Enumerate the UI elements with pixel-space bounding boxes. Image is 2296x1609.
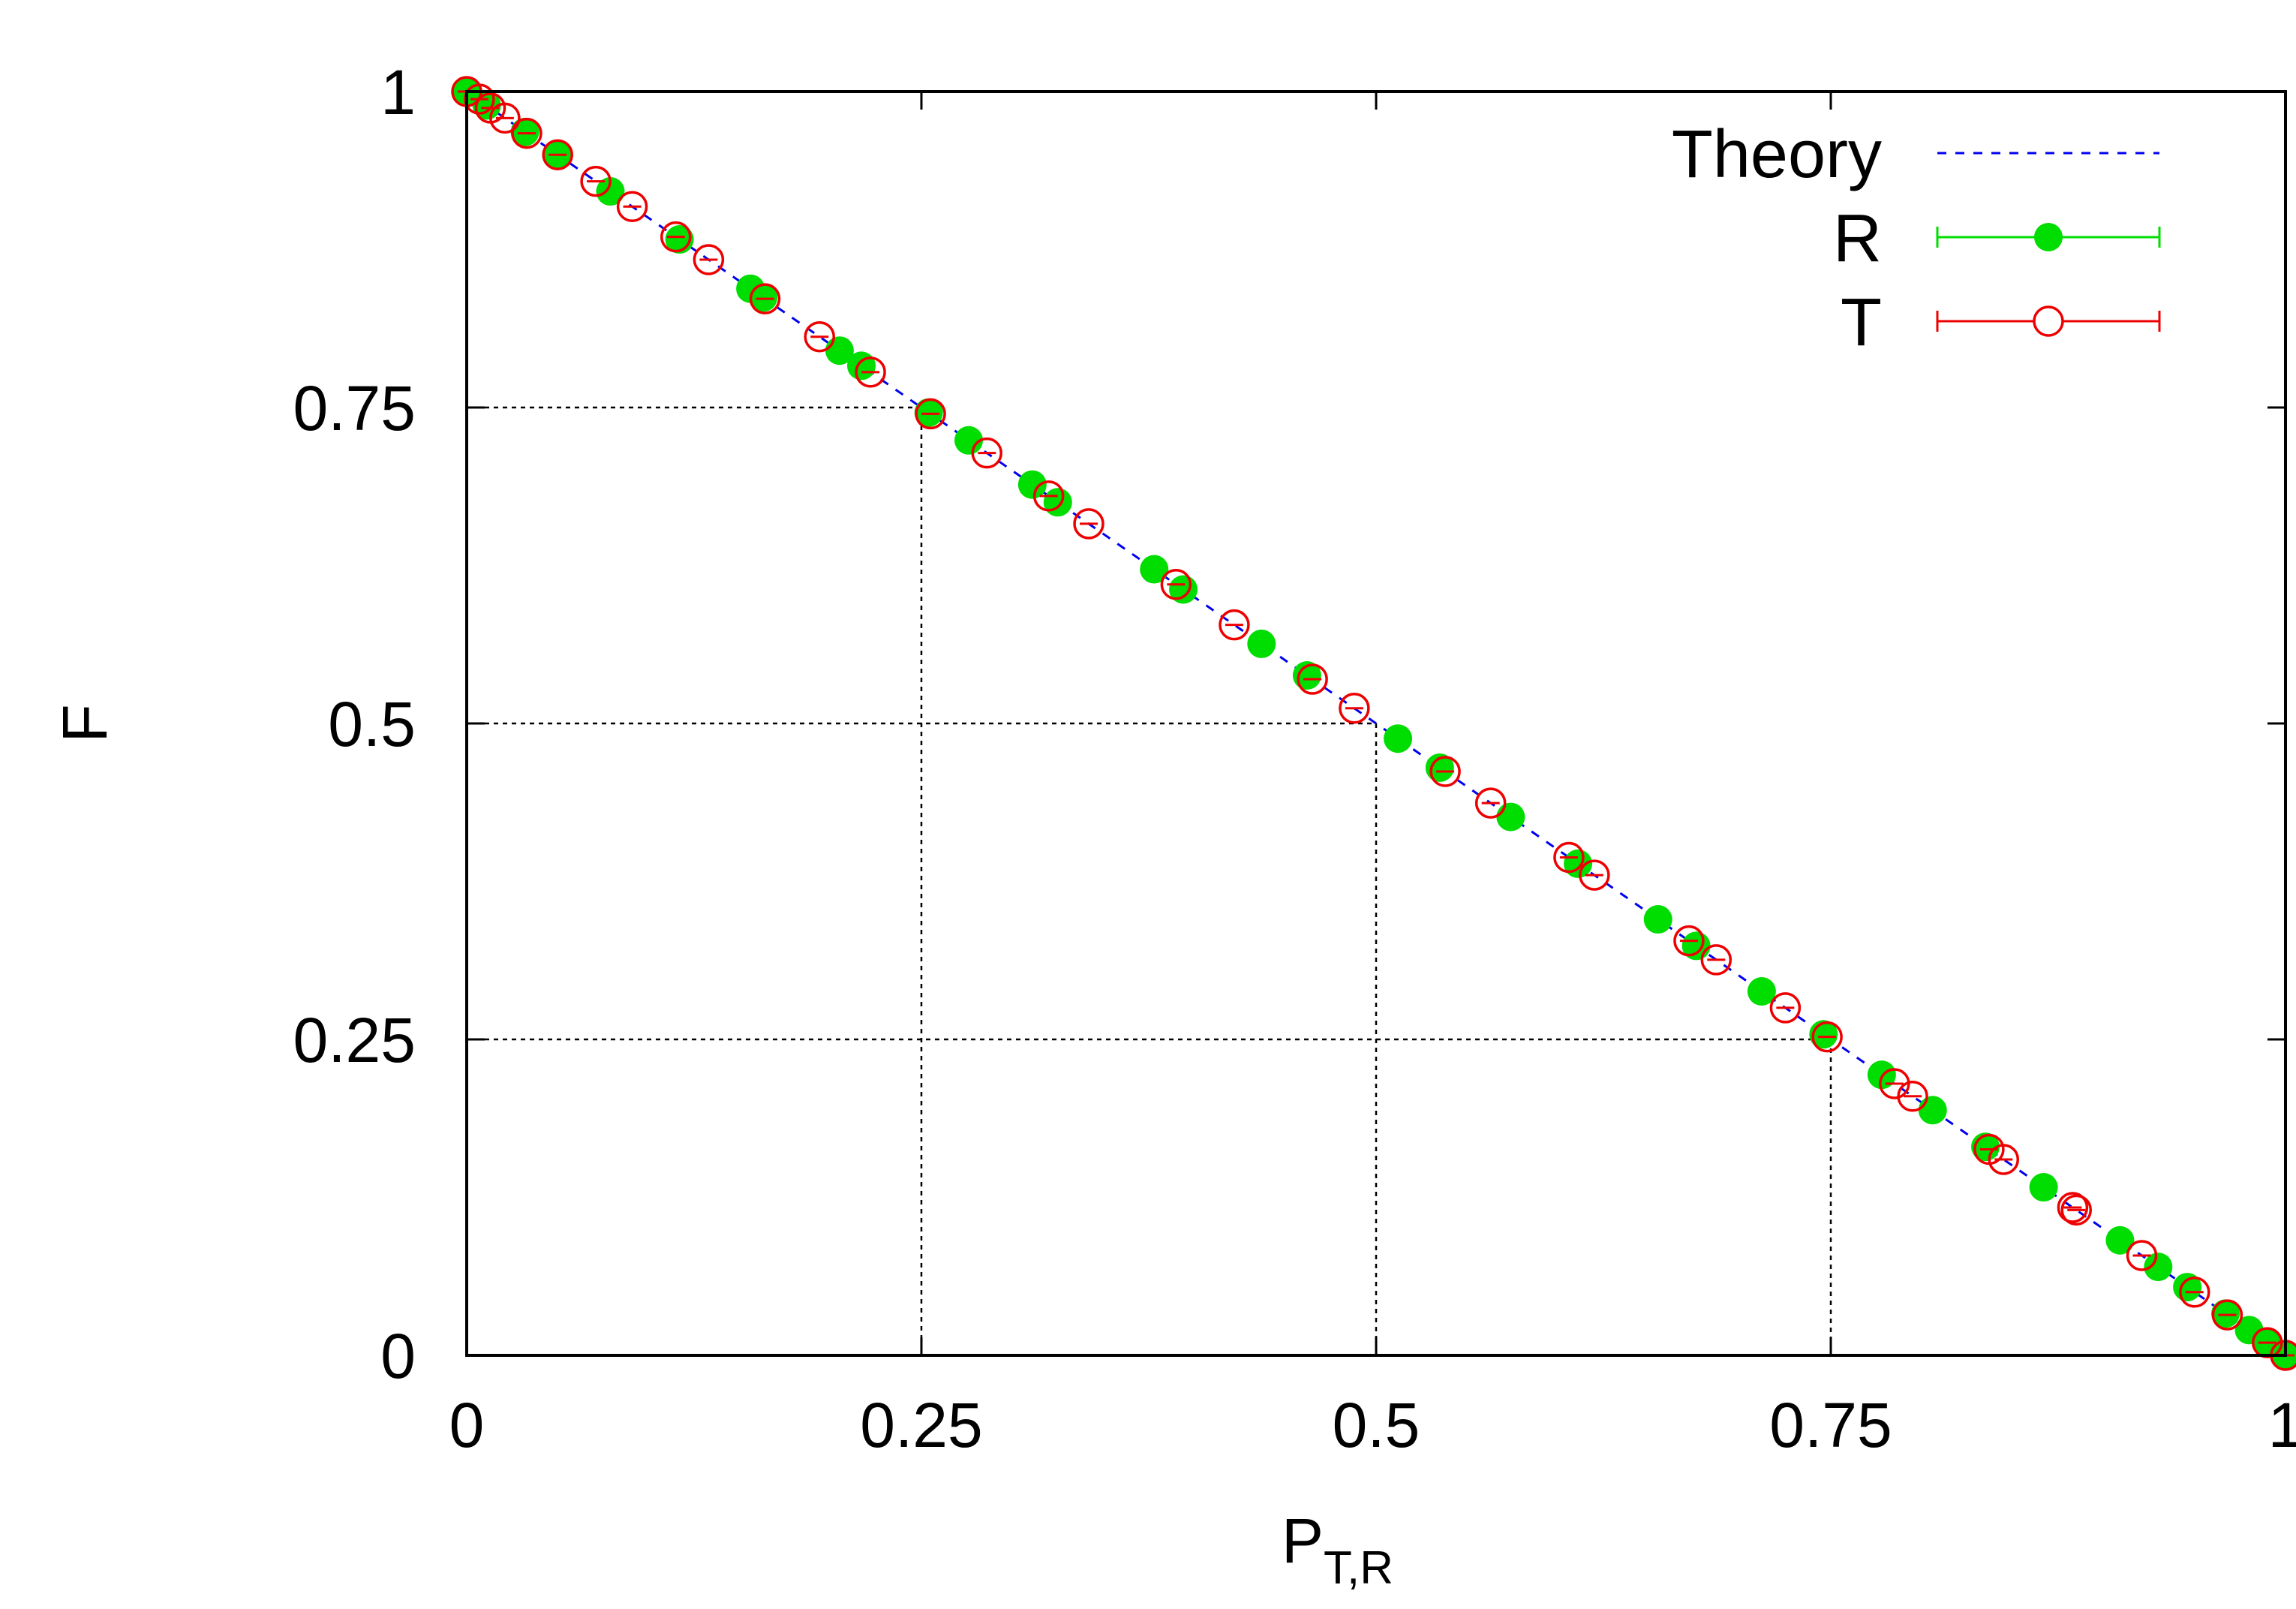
r-point <box>2105 1226 2135 1255</box>
t-point <box>749 283 781 314</box>
y-tick-label: 0.5 <box>328 689 416 759</box>
x-tick-label: 0.5 <box>1333 1390 1420 1460</box>
t-point <box>660 221 692 253</box>
t-point <box>1988 1144 2020 1175</box>
r-point <box>954 426 984 455</box>
r-point <box>1918 1096 1947 1125</box>
r-point <box>914 398 943 427</box>
t-point <box>855 356 886 388</box>
t-point <box>2060 1194 2092 1226</box>
x-tick-label: 1 <box>2268 1390 2296 1460</box>
t-point <box>1553 841 1585 874</box>
r-point <box>847 351 876 380</box>
legend-entry-r: R <box>1833 201 2161 276</box>
r-point <box>1747 977 1776 1006</box>
t-point <box>580 165 612 197</box>
legend-entry-theory: Theory <box>1672 117 2159 192</box>
r-point <box>1043 488 1072 517</box>
t-point <box>1474 787 1507 819</box>
t-point <box>2126 1240 2158 1271</box>
t-point <box>489 102 521 134</box>
x-axis-label-subscript: T,R <box>1324 1542 1393 1594</box>
r-point <box>1017 470 1047 499</box>
t-point <box>915 398 946 430</box>
t-point <box>804 320 836 353</box>
y-axis-label: F <box>50 704 120 742</box>
r-point <box>1247 629 1276 658</box>
plot-frame <box>465 90 2287 1357</box>
r-point <box>749 283 778 312</box>
t-point <box>2057 1192 2089 1223</box>
legend-swatch-marker <box>2033 305 2064 337</box>
t-point <box>1429 756 1461 787</box>
legend-entry-t: T <box>1841 285 2161 360</box>
t-series <box>451 76 2296 1371</box>
legend-label: T <box>1841 285 1882 360</box>
y-tick-label: 1 <box>380 57 416 128</box>
t-point <box>1811 1021 1843 1053</box>
t-point <box>693 244 725 275</box>
x-axis-label: PT,R <box>1282 1505 1393 1594</box>
r-point <box>2211 1299 2240 1328</box>
t-point <box>1673 925 1705 957</box>
t-point <box>1769 992 1802 1024</box>
x-tick-label: 0 <box>449 1390 485 1460</box>
t-point <box>1160 569 1192 600</box>
t-point <box>971 437 1003 469</box>
legend-label: Theory <box>1672 117 1882 192</box>
t-point <box>1297 663 1328 695</box>
t-point <box>511 117 542 149</box>
t-point <box>616 191 648 222</box>
t-point <box>1073 508 1104 540</box>
t-point <box>2179 1277 2210 1308</box>
tick-labels: 0 0.25 0.5 0.75 1 0 0.25 0.5 0.75 1 <box>293 57 2296 1460</box>
t-point <box>1897 1081 1928 1112</box>
guide-lines <box>467 406 1832 1355</box>
legend-label: R <box>1833 201 1882 276</box>
x-axis-label-main: P <box>1282 1505 1324 1576</box>
r-point <box>596 177 625 206</box>
y-tick-label: 0.75 <box>293 373 416 444</box>
t-point <box>1700 944 1733 976</box>
legend-swatch-marker <box>2034 223 2063 251</box>
t-point <box>542 139 573 170</box>
t-point <box>464 83 495 115</box>
r-point <box>2029 1173 2058 1202</box>
t-point <box>2211 1299 2243 1331</box>
r-point <box>1384 724 1413 753</box>
t-point <box>1219 609 1250 641</box>
x-tick-label: 0.75 <box>1769 1390 1892 1460</box>
t-point <box>1339 693 1370 724</box>
r-point <box>1643 905 1672 934</box>
x-tick-label: 0.25 <box>860 1390 983 1460</box>
r-point <box>1496 802 1525 832</box>
t-point <box>1032 480 1065 512</box>
r-point <box>2144 1253 2173 1282</box>
legend: Theory RT <box>1672 117 2161 360</box>
t-point <box>1579 859 1610 891</box>
y-tick-label: 0.25 <box>293 1005 416 1075</box>
y-tick-label: 0 <box>380 1321 416 1391</box>
r-point <box>1140 555 1169 584</box>
